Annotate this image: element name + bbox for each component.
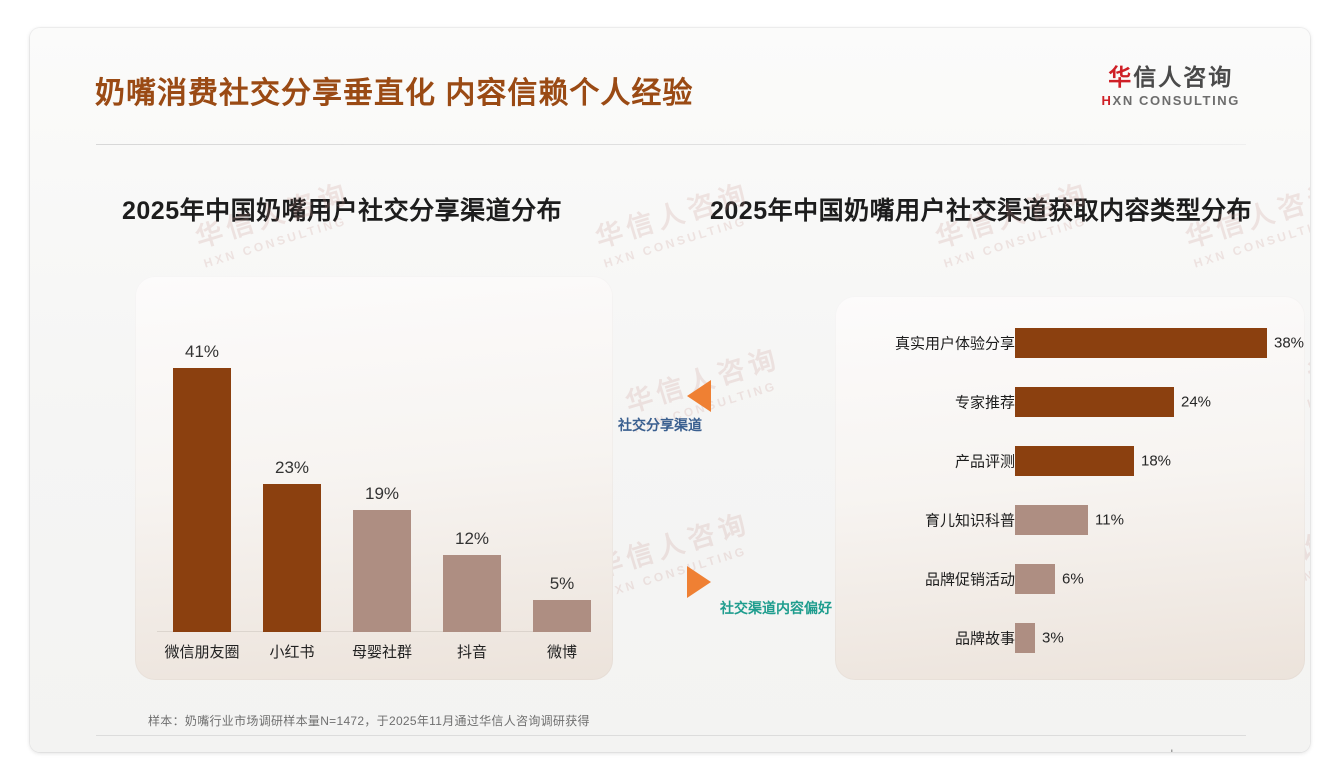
bar-category-label: 母婴社群	[351, 644, 413, 661]
bar-value-label: 19%	[364, 484, 400, 503]
left-chart-title: 2025年中国奶嘴用户社交分享渠道分布	[122, 197, 563, 225]
bar-row: 育儿知识科普 11%	[835, 505, 1305, 535]
bar-category-label: 微博	[546, 644, 578, 661]
annotation-right-label: 社交渠道内容偏好	[720, 600, 832, 616]
annotation-left-label: 社交分享渠道	[618, 417, 702, 433]
bar-category-label: 专家推荐	[954, 394, 1015, 412]
bar	[353, 510, 411, 632]
bar-category-label: 育儿知识科普	[924, 512, 1015, 530]
logo-cn-accent-char: 华	[1108, 64, 1134, 90]
bar-category-label: 品牌故事	[954, 630, 1015, 648]
header-divider	[96, 144, 1246, 145]
bar	[1015, 564, 1055, 594]
bar	[1015, 387, 1174, 417]
footer-divider	[96, 735, 1246, 736]
right-chart-title: 2025年中国奶嘴用户社交渠道获取内容类型分布	[710, 197, 1253, 225]
bar	[1015, 505, 1088, 535]
bar-row: 真实用户体验分享 38%	[835, 328, 1305, 358]
annotation-social-share-channel	[687, 380, 711, 412]
bar	[443, 555, 501, 632]
bar	[173, 368, 231, 632]
bar-value-label: 5%	[549, 574, 575, 593]
horizontal-bar-chart: 真实用户体验分享 38% 专家推荐 24% 产品评测 18% 育儿知识科普 11% 品牌促销活动…	[835, 296, 1305, 680]
bar-row: 专家推荐 24%	[835, 387, 1305, 417]
bar-value-label: 3%	[1042, 629, 1064, 647]
bar	[1015, 328, 1267, 358]
bar-value-label: 11%	[1095, 511, 1124, 529]
footer-copyright: ©2026.1 HXR华信人咨询	[105, 748, 245, 752]
bar-group: 12% 抖音	[427, 529, 517, 661]
bar-value-label: 38%	[1274, 334, 1305, 352]
slide-header: 奶嘴消费社交分享垂直化 内容信赖个人经验 华信人咨询 HXN CONSULTIN…	[30, 28, 1310, 145]
triangle-right-icon	[687, 566, 711, 598]
bar-category-label: 产品评测	[954, 453, 1015, 471]
bar-category-label: 抖音	[456, 644, 488, 661]
bar-category-label: 真实用户体验分享	[894, 335, 1015, 353]
logo-cn-rest: 信人咨询	[1133, 64, 1234, 90]
bar-value-label: 41%	[184, 342, 220, 361]
bar-category-label: 品牌促销活动	[924, 571, 1015, 589]
company-logo: 华信人咨询 HXN CONSULTING	[1102, 64, 1240, 108]
bar-group: 23% 小红书	[247, 458, 337, 661]
logo-chinese-text: 华信人咨询	[1102, 64, 1240, 90]
page-title: 奶嘴消费社交分享垂直化 内容信赖个人经验	[95, 77, 694, 110]
bar-value-label: 18%	[1141, 452, 1172, 470]
sample-footnote: 样本：奶嘴行业市场调研样本量N=1472，于2025年11月通过华信人咨询调研获…	[148, 714, 590, 728]
bar-row: 品牌故事 3%	[835, 623, 1305, 653]
logo-english-text: HXN CONSULTING	[1102, 93, 1240, 108]
right-chart-panel: 真实用户体验分享 38% 专家推荐 24% 产品评测 18% 育儿知识科普 11% 品牌促销活动…	[835, 296, 1305, 680]
bar	[263, 484, 321, 632]
vertical-bar-chart: 41% 微信朋友圈 23% 小红书 19% 母婴社群 12% 抖音 5% 微博	[135, 276, 613, 680]
bar-value-label: 6%	[1062, 570, 1084, 588]
footer-website: www.hxrcon.com	[1141, 748, 1235, 752]
logo-en-rest: XN CONSULTING	[1112, 93, 1240, 109]
bar-value-label: 23%	[274, 458, 310, 477]
bar-group: 19% 母婴社群	[337, 484, 427, 661]
logo-en-accent-char: H	[1101, 93, 1113, 109]
bar-group: 41% 微信朋友圈	[157, 342, 247, 661]
bar-category-label: 微信朋友圈	[164, 644, 240, 661]
triangle-left-icon	[687, 380, 711, 412]
bar-row: 品牌促销活动 6%	[835, 564, 1305, 594]
bar-value-label: 12%	[454, 529, 490, 548]
bar-value-label: 24%	[1181, 393, 1212, 411]
bar-category-label: 小红书	[269, 644, 315, 661]
left-chart-panel: 41% 微信朋友圈 23% 小红书 19% 母婴社群 12% 抖音 5% 微博	[135, 276, 613, 680]
bar	[1015, 446, 1134, 476]
bar	[1015, 623, 1035, 653]
annotation-content-preference	[687, 566, 711, 598]
bar-row: 产品评测 18%	[835, 446, 1305, 476]
bar-group: 5% 微博	[517, 574, 607, 661]
bar	[533, 600, 591, 632]
slide-canvas: 奶嘴消费社交分享垂直化 内容信赖个人经验 华信人咨询 HXN CONSULTIN…	[30, 28, 1310, 752]
